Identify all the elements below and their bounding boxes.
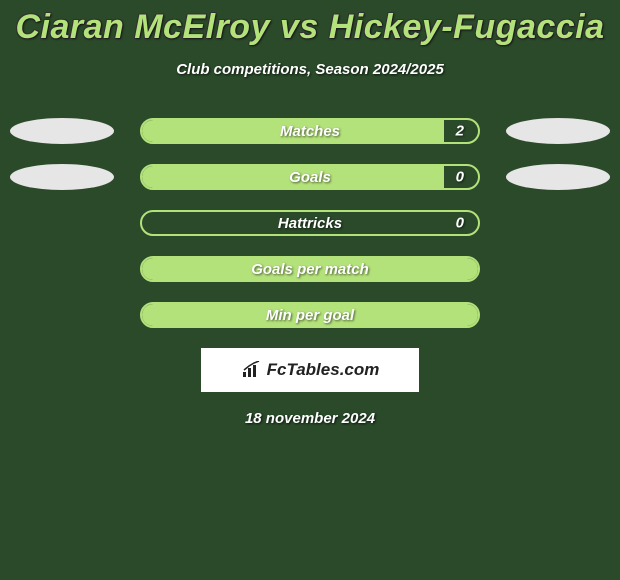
stat-value: 0 xyxy=(456,215,464,232)
left-indicator-spacer xyxy=(10,302,114,328)
stat-label: Hattricks xyxy=(278,215,342,232)
stat-value: 0 xyxy=(456,169,464,186)
date-text: 18 november 2024 xyxy=(0,410,620,427)
stat-label: Min per goal xyxy=(266,307,354,324)
stat-bar-mpg: Min per goal xyxy=(140,302,480,328)
stat-row-goals: Goals 0 xyxy=(0,164,620,190)
logo-box[interactable]: FcTables.com xyxy=(201,348,419,392)
right-indicator-ellipse xyxy=(506,118,610,144)
stat-row-matches: Matches 2 xyxy=(0,118,620,144)
left-indicator-ellipse xyxy=(10,164,114,190)
stat-bar-hattricks: Hattricks 0 xyxy=(140,210,480,236)
left-indicator-ellipse xyxy=(10,118,114,144)
chart-icon xyxy=(241,361,263,379)
stat-row-min-per-goal: Min per goal xyxy=(0,302,620,328)
stat-row-goals-per-match: Goals per match xyxy=(0,256,620,282)
right-indicator-spacer xyxy=(506,302,610,328)
right-indicator-spacer xyxy=(506,256,610,282)
stat-value: 2 xyxy=(456,123,464,140)
stat-bar-gpm: Goals per match xyxy=(140,256,480,282)
stat-bar-matches: Matches 2 xyxy=(140,118,480,144)
stat-label: Goals xyxy=(289,169,331,186)
left-indicator-spacer xyxy=(10,210,114,236)
stats-area: Matches 2 Goals 0 Hattricks 0 xyxy=(0,118,620,328)
stat-label: Goals per match xyxy=(251,261,369,278)
logo: FcTables.com xyxy=(241,360,380,380)
page-title: Ciaran McElroy vs Hickey-Fugaccia xyxy=(0,8,620,47)
comparison-widget: Ciaran McElroy vs Hickey-Fugaccia Club c… xyxy=(0,0,620,427)
left-indicator-spacer xyxy=(10,256,114,282)
stat-bar-goals: Goals 0 xyxy=(140,164,480,190)
stat-row-hattricks: Hattricks 0 xyxy=(0,210,620,236)
right-indicator-spacer xyxy=(506,210,610,236)
logo-text: FcTables.com xyxy=(267,360,380,380)
right-indicator-ellipse xyxy=(506,164,610,190)
season-subtitle: Club competitions, Season 2024/2025 xyxy=(0,61,620,78)
stat-label: Matches xyxy=(280,123,340,140)
